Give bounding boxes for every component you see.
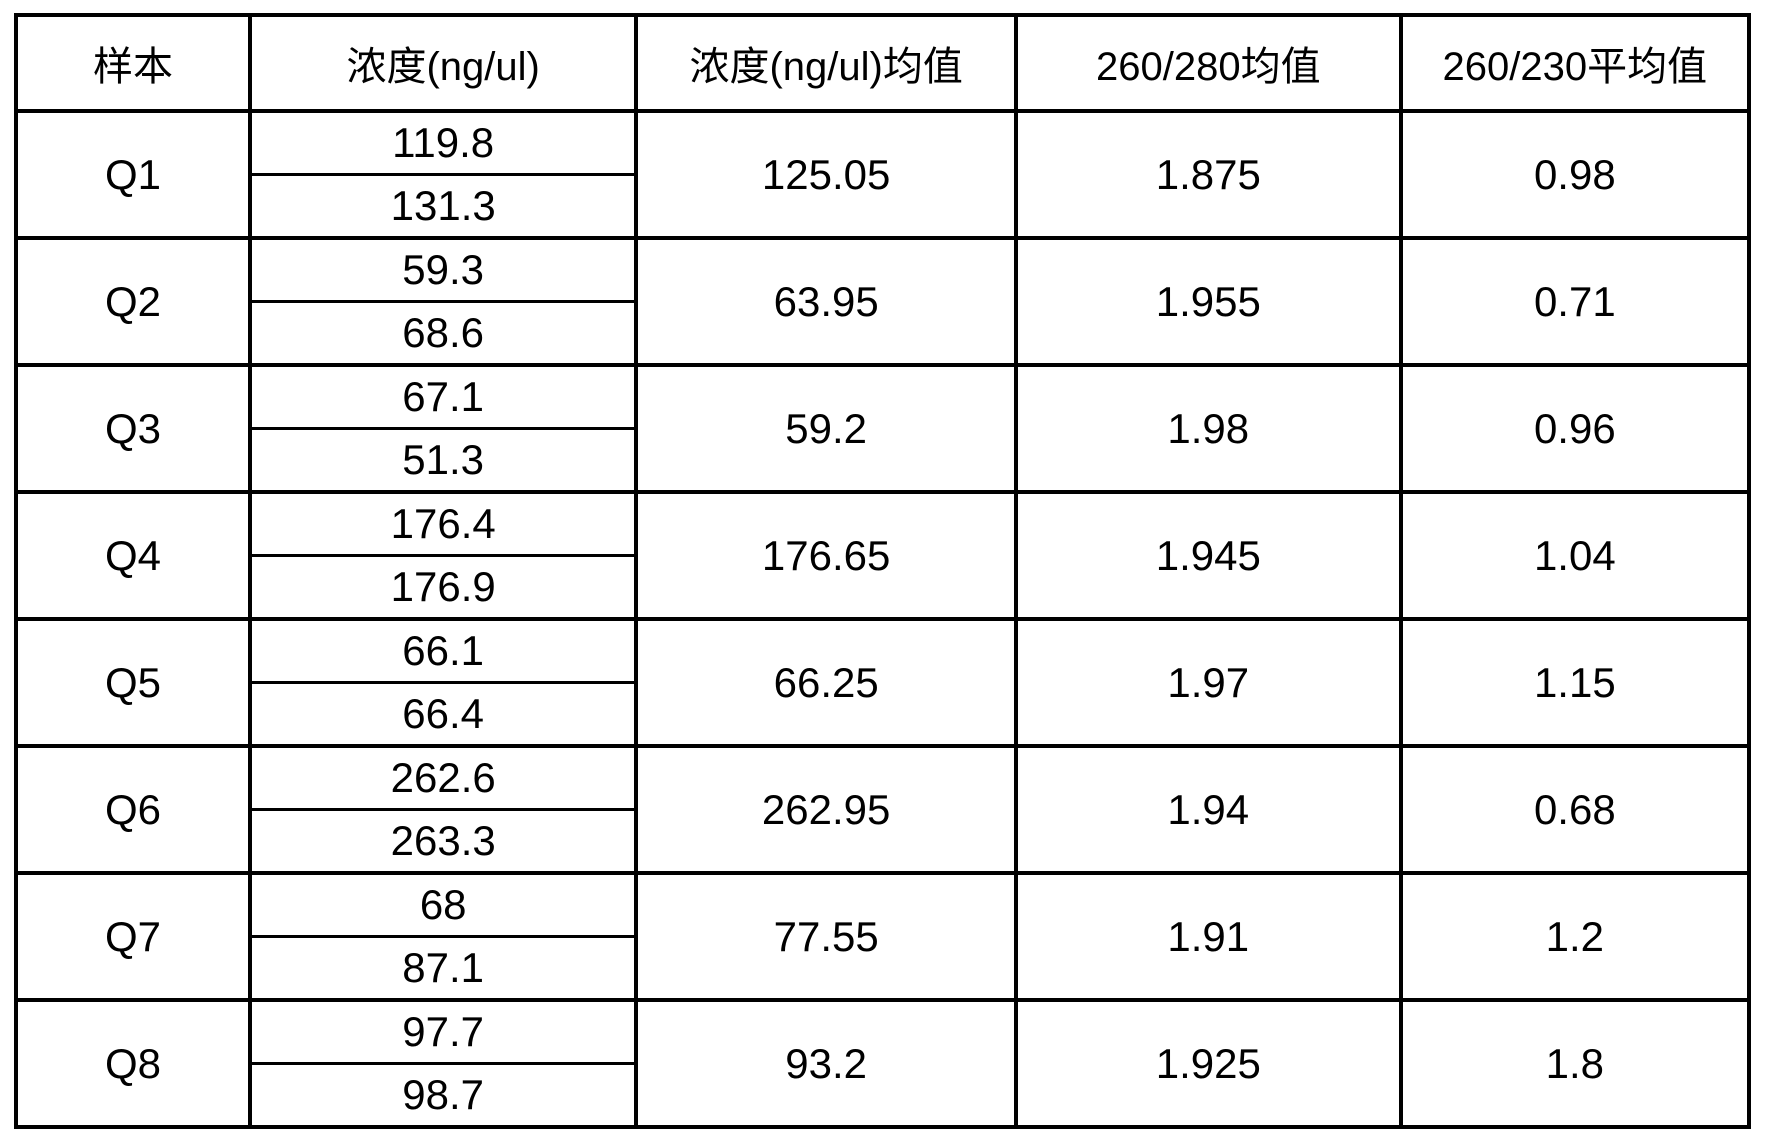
concentration-mean-cell: 77.55 bbox=[634, 871, 1018, 1002]
concentration-cell: 119.8 bbox=[247, 109, 639, 176]
concentration-mean-cell: 125.05 bbox=[634, 109, 1018, 240]
table-row: Q3 67.1 59.2 1.98 0.96 bbox=[14, 363, 1752, 494]
concentration-cell: 131.3 bbox=[247, 173, 639, 240]
concentration-cell: 66.1 bbox=[247, 617, 639, 684]
sample-id-cell: Q7 bbox=[14, 871, 252, 1002]
concentration-mean-cell: 63.95 bbox=[634, 236, 1018, 367]
concentration-cell: 176.9 bbox=[247, 554, 639, 621]
table-row: 176.9 bbox=[16, 554, 1749, 621]
table-row: 66.4 bbox=[16, 681, 1749, 748]
sample-id-cell: Q4 bbox=[14, 490, 252, 621]
sample-id-cell: Q1 bbox=[14, 109, 252, 240]
concentration-mean-cell: 66.25 bbox=[634, 617, 1018, 748]
concentration-cell: 51.3 bbox=[247, 427, 639, 494]
ratio-260-230-cell: 0.71 bbox=[1398, 236, 1752, 367]
ratio-260-280-cell: 1.945 bbox=[1013, 490, 1403, 621]
ratio-260-280-cell: 1.875 bbox=[1013, 109, 1403, 240]
table-row: Q6 262.6 262.95 1.94 0.68 bbox=[14, 744, 1752, 875]
concentration-cell: 263.3 bbox=[247, 808, 639, 875]
table-row: 87.1 bbox=[16, 935, 1749, 1002]
ratio-260-230-cell: 0.98 bbox=[1398, 109, 1752, 240]
concentration-mean-cell: 59.2 bbox=[634, 363, 1018, 494]
header-260-280-mean: 260/280均值 bbox=[1013, 13, 1403, 113]
ratio-260-230-cell: 1.15 bbox=[1398, 617, 1752, 748]
concentration-cell: 262.6 bbox=[247, 744, 639, 811]
table-row: 131.3 bbox=[16, 173, 1749, 240]
header-concentration-mean: 浓度(ng/ul)均值 bbox=[634, 13, 1018, 113]
ratio-260-230-cell: 1.04 bbox=[1398, 490, 1752, 621]
ratio-260-280-cell: 1.91 bbox=[1013, 871, 1403, 1002]
sample-id-cell: Q6 bbox=[14, 744, 252, 875]
concentration-cell: 176.4 bbox=[247, 490, 639, 557]
table-row: 51.3 bbox=[16, 427, 1749, 494]
concentration-mean-cell: 93.2 bbox=[634, 998, 1018, 1129]
ratio-260-230-cell: 1.8 bbox=[1398, 998, 1752, 1129]
ratio-260-280-cell: 1.97 bbox=[1013, 617, 1403, 748]
table-row: Q2 59.3 63.95 1.955 0.71 bbox=[14, 236, 1752, 367]
sample-id-cell: Q8 bbox=[14, 998, 252, 1129]
concentration-cell: 98.7 bbox=[247, 1062, 639, 1129]
table-row: 263.3 bbox=[16, 808, 1749, 875]
table-row: Q4 176.4 176.65 1.945 1.04 bbox=[14, 490, 1752, 621]
table-row: Q8 97.7 93.2 1.925 1.8 bbox=[14, 998, 1752, 1129]
ratio-260-280-cell: 1.925 bbox=[1013, 998, 1403, 1129]
header-260-230-mean: 260/230平均值 bbox=[1398, 13, 1752, 113]
header-concentration: 浓度(ng/ul) bbox=[247, 13, 639, 113]
concentration-cell: 59.3 bbox=[247, 236, 639, 303]
header-sample: 样本 bbox=[14, 13, 252, 113]
concentration-cell: 68 bbox=[247, 871, 639, 938]
concentration-mean-cell: 176.65 bbox=[634, 490, 1018, 621]
table-row: Q1 119.8 125.05 1.875 0.98 bbox=[14, 109, 1752, 240]
sample-concentration-table: 样本 浓度(ng/ul) 浓度(ng/ul)均值 260/280均值 260/2… bbox=[14, 13, 1752, 1129]
concentration-cell: 67.1 bbox=[247, 363, 639, 430]
header-row: 样本 浓度(ng/ul) 浓度(ng/ul)均值 260/280均值 260/2… bbox=[14, 13, 1752, 113]
table-row: Q5 66.1 66.25 1.97 1.15 bbox=[14, 617, 1752, 748]
sample-id-cell: Q3 bbox=[14, 363, 252, 494]
ratio-260-280-cell: 1.98 bbox=[1013, 363, 1403, 494]
ratio-260-230-cell: 0.68 bbox=[1398, 744, 1752, 875]
concentration-cell: 97.7 bbox=[247, 998, 639, 1065]
concentration-cell: 66.4 bbox=[247, 681, 639, 748]
ratio-260-230-cell: 1.2 bbox=[1398, 871, 1752, 1002]
concentration-mean-cell: 262.95 bbox=[634, 744, 1018, 875]
ratio-260-280-cell: 1.955 bbox=[1013, 236, 1403, 367]
concentration-cell: 68.6 bbox=[247, 300, 639, 367]
sample-id-cell: Q5 bbox=[14, 617, 252, 748]
sample-id-cell: Q2 bbox=[14, 236, 252, 367]
concentration-cell: 87.1 bbox=[247, 935, 639, 1002]
ratio-260-280-cell: 1.94 bbox=[1013, 744, 1403, 875]
table-row: Q7 68 77.55 1.91 1.2 bbox=[14, 871, 1752, 1002]
ratio-260-230-cell: 0.96 bbox=[1398, 363, 1752, 494]
table-row: 68.6 bbox=[16, 300, 1749, 367]
